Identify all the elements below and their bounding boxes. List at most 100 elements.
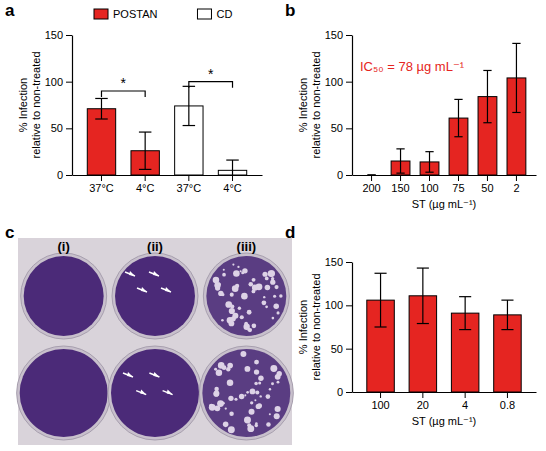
tick: 0 [57,169,72,181]
plaque [266,394,271,399]
error-bar [396,149,404,173]
plaque [227,363,233,369]
tick: 100 [420,175,438,194]
error-cap [375,273,387,274]
tick-label: 0 [337,386,343,398]
tick-mark [346,35,352,36]
error-cap [95,118,107,119]
legend: POSTANCD [94,8,232,20]
tick: 200 [362,175,380,194]
error-stem [232,160,233,175]
tick: 150 [45,29,72,41]
error-cap [425,151,433,152]
tick-mark [66,82,72,83]
tick-mark [516,175,517,181]
tick: 37°C [177,175,202,194]
tick-label: 200 [362,182,380,194]
plaque [249,409,255,415]
marks [87,86,246,175]
error-cap [501,300,513,301]
tick: 4 [462,392,468,411]
tick-mark [188,175,189,181]
axis-line [72,36,73,176]
plaque [245,366,251,372]
error-cap [367,174,375,175]
plaque [228,426,235,433]
x-axis: 37°C 4°C 37°C 4°C [73,175,263,194]
tick-label: 100 [325,299,343,311]
panel-letter: b [285,1,295,20]
plaque [239,394,244,399]
plaque [233,270,240,277]
arrow-head [167,390,173,395]
tick-label: 100 [420,182,438,194]
tick-mark [429,175,430,181]
panel: a05010015037°C4°C37°C4°C**% Infectionrel… [5,1,263,194]
error-bar [226,160,238,175]
error-cap [459,296,471,297]
plaque [243,324,249,330]
tick: 50 [331,343,352,355]
plaque [209,404,216,411]
tick-mark [346,128,352,129]
tick: 150 [391,175,409,194]
plate-label: (i) [58,239,70,254]
y-axis-title: % Infection [297,300,309,354]
error-stem [458,99,459,136]
plaque [238,306,241,309]
plaque [237,266,239,268]
plaque [252,278,256,282]
tick: 4°C [223,175,242,194]
error-stem [145,132,146,169]
marks [367,268,521,392]
tick: 100 [371,392,389,411]
plaque [256,283,263,290]
plaque [255,424,258,427]
y-axis: 050100150 [325,29,353,181]
tick: 75 [452,175,464,194]
error-stem [429,152,430,173]
plaque [254,369,259,374]
plaque [275,406,281,412]
tick-label: 20 [417,399,429,411]
plaque [254,360,259,365]
plate [115,256,195,336]
tick-mark [458,175,459,181]
tick-mark [371,175,372,181]
plaque [240,351,246,357]
plaque [209,404,214,409]
plaque [225,407,227,409]
plate-well [203,253,289,339]
tick-label: 50 [481,182,493,194]
tick: 37°C [89,175,114,194]
x-axis-title: ST (µg mL⁻¹) [412,415,477,427]
error-stem [400,149,401,173]
tick: 0 [337,386,352,398]
axis-line [352,263,353,393]
error-bar [95,98,107,119]
plaque [271,277,274,280]
axis-line [352,36,353,176]
plate [20,349,108,437]
plaque [232,285,239,292]
tick-label: 0 [337,169,343,181]
plate [24,256,104,336]
error-cap [512,43,520,44]
tick-label: 150 [325,256,343,268]
legend-swatch [94,9,108,19]
error-bar [183,86,195,125]
plaque [241,293,248,300]
plaque [214,391,220,397]
arrow [163,391,173,395]
tick: 4°C [136,175,155,194]
plaque [232,313,238,319]
error-cap [226,159,238,160]
tick-label: 75 [452,182,464,194]
error-bar [512,43,520,112]
plaque [252,323,257,328]
y-axis-title: relative to non-treated [30,51,42,158]
error-cap [454,136,462,137]
plaque [241,271,244,274]
plaque [228,396,233,401]
tick-mark [465,392,466,398]
